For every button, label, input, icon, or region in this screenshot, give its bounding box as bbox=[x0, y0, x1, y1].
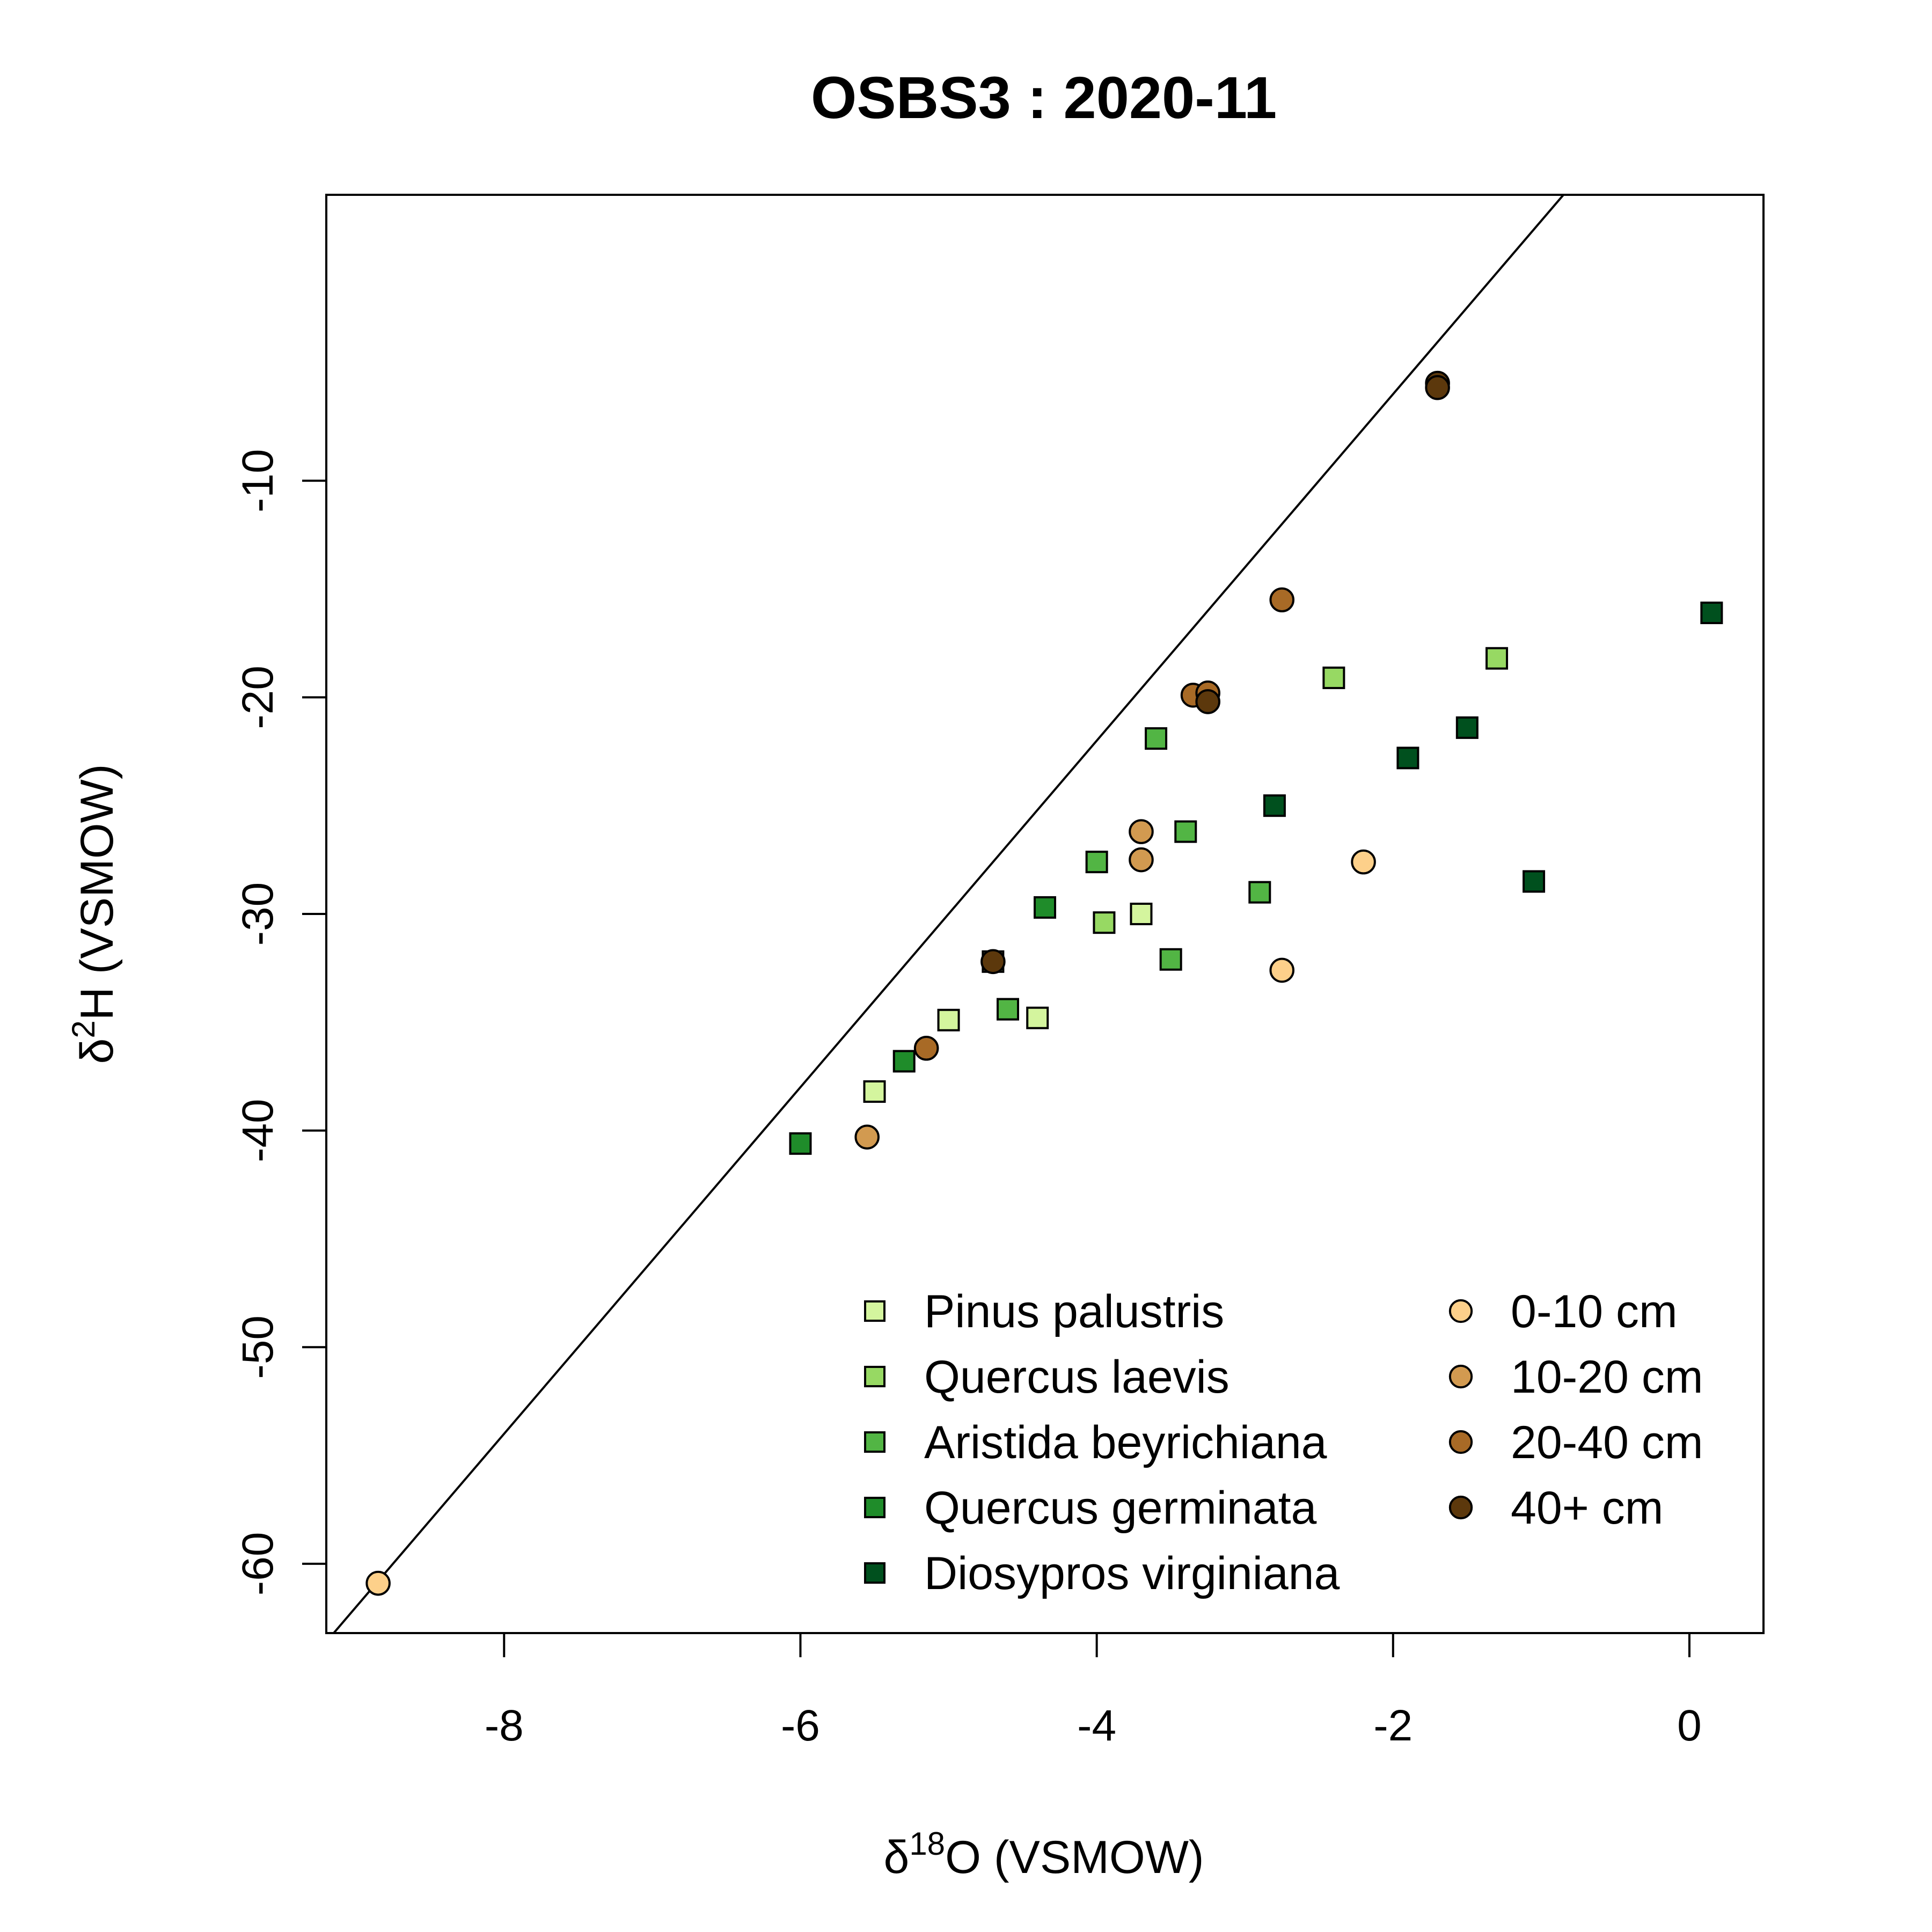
y-tick-label: -20 bbox=[233, 665, 282, 729]
point-quercus-germinata bbox=[892, 1050, 916, 1073]
point-diosypros-virginiana bbox=[1455, 716, 1479, 739]
data-points bbox=[365, 370, 1723, 1596]
point-0-10-cm bbox=[1351, 849, 1376, 875]
point-quercus-germinata bbox=[789, 1132, 812, 1155]
point-aristida-beyrichiana bbox=[996, 998, 1019, 1021]
x-tick-label: -2 bbox=[1373, 1701, 1413, 1750]
legend-marker-pinus-palustris bbox=[864, 1300, 885, 1322]
legend-marker-40-cm bbox=[1448, 1495, 1473, 1520]
point-diosypros-virginiana bbox=[1523, 870, 1546, 893]
point-20-40-cm bbox=[1269, 587, 1295, 613]
legend-marker-diosypros-virginiana bbox=[864, 1562, 885, 1584]
y-tick-label: -30 bbox=[233, 882, 282, 946]
point-aristida-beyrichiana bbox=[1174, 820, 1197, 843]
x-tick-label: -8 bbox=[485, 1701, 524, 1750]
legend-marker-quercus-laevis bbox=[864, 1366, 885, 1387]
point-pinus-palustris bbox=[1130, 903, 1153, 925]
point-aristida-beyrichiana bbox=[1248, 881, 1271, 904]
point-10-20-cm bbox=[854, 1124, 880, 1150]
point-10-20-cm bbox=[1129, 847, 1154, 873]
legend-marker-0-10-cm bbox=[1448, 1299, 1473, 1323]
x-axis: -8 -6 -4 -2 0 bbox=[485, 1632, 1702, 1750]
x-tick-label: -4 bbox=[1077, 1701, 1116, 1750]
point-quercus-germinata bbox=[1034, 896, 1056, 919]
point-10-20-cm bbox=[1129, 819, 1154, 844]
legend-label-quercus-germinata: Quercus germinata bbox=[924, 1482, 1317, 1534]
point-40-cm bbox=[1425, 375, 1450, 400]
legend: Pinus palustris Quercus laevis Aristida be… bbox=[864, 1286, 1703, 1599]
y-tick-label: -10 bbox=[233, 449, 282, 513]
point-pinus-palustris bbox=[937, 1008, 960, 1031]
point-20-40-cm bbox=[913, 1035, 939, 1061]
legend-label-10-20-cm: 10-20 cm bbox=[1511, 1351, 1703, 1403]
point-diosypros-virginiana bbox=[1396, 747, 1419, 770]
legend-label-20-40-cm: 20-40 cm bbox=[1511, 1417, 1703, 1468]
point-diosypros-virginiana bbox=[1700, 601, 1723, 624]
legend-label-0-10-cm: 0-10 cm bbox=[1511, 1286, 1678, 1337]
point-aristida-beyrichiana bbox=[1085, 851, 1108, 874]
y-tick-label: -40 bbox=[233, 1099, 282, 1162]
point-0-10-cm bbox=[1269, 957, 1295, 983]
y-axis: -60 -50 -40 -30 -20 -10 bbox=[233, 449, 327, 1596]
legend-label-aristida-beyrichiana: Aristida beyrichiana bbox=[924, 1417, 1327, 1468]
legend-marker-20-40-cm bbox=[1448, 1430, 1473, 1454]
point-0-10-cm bbox=[365, 1570, 391, 1596]
point-quercus-laevis bbox=[1093, 911, 1116, 934]
y-tick-label: -60 bbox=[233, 1532, 282, 1596]
chart-title: OSBS3 : 2020-11 bbox=[811, 65, 1277, 131]
point-40-cm bbox=[1195, 689, 1220, 714]
point-aristida-beyrichiana bbox=[1159, 948, 1182, 971]
x-tick-label: -6 bbox=[781, 1701, 820, 1750]
legend-marker-aristida-beyrichiana bbox=[864, 1431, 885, 1453]
point-40-cm bbox=[980, 949, 1006, 975]
point-quercus-laevis bbox=[1485, 647, 1509, 670]
x-axis-label: δ18O (VSMOW) bbox=[883, 1826, 1204, 1883]
reference-line bbox=[332, 195, 1565, 1633]
y-axis-label: δ2H (VSMOW) bbox=[65, 764, 123, 1064]
point-quercus-laevis bbox=[1322, 667, 1345, 690]
legend-marker-quercus-germinata bbox=[864, 1497, 885, 1518]
x-tick-label: 0 bbox=[1677, 1701, 1702, 1750]
point-diosypros-virginiana bbox=[1263, 794, 1286, 817]
legend-label-diosypros-virginiana: Diosypros virginiana bbox=[924, 1548, 1340, 1599]
y-tick-label: -50 bbox=[233, 1315, 282, 1379]
point-aristida-beyrichiana bbox=[1145, 727, 1168, 750]
point-pinus-palustris bbox=[1026, 1006, 1049, 1029]
legend-marker-10-20-cm bbox=[1448, 1364, 1473, 1389]
legend-label-quercus-laevis: Quercus laevis bbox=[924, 1351, 1230, 1403]
point-pinus-palustris bbox=[863, 1080, 886, 1103]
legend-label-pinus-palustris: Pinus palustris bbox=[924, 1286, 1224, 1337]
legend-label-40-cm: 40+ cm bbox=[1511, 1482, 1663, 1534]
